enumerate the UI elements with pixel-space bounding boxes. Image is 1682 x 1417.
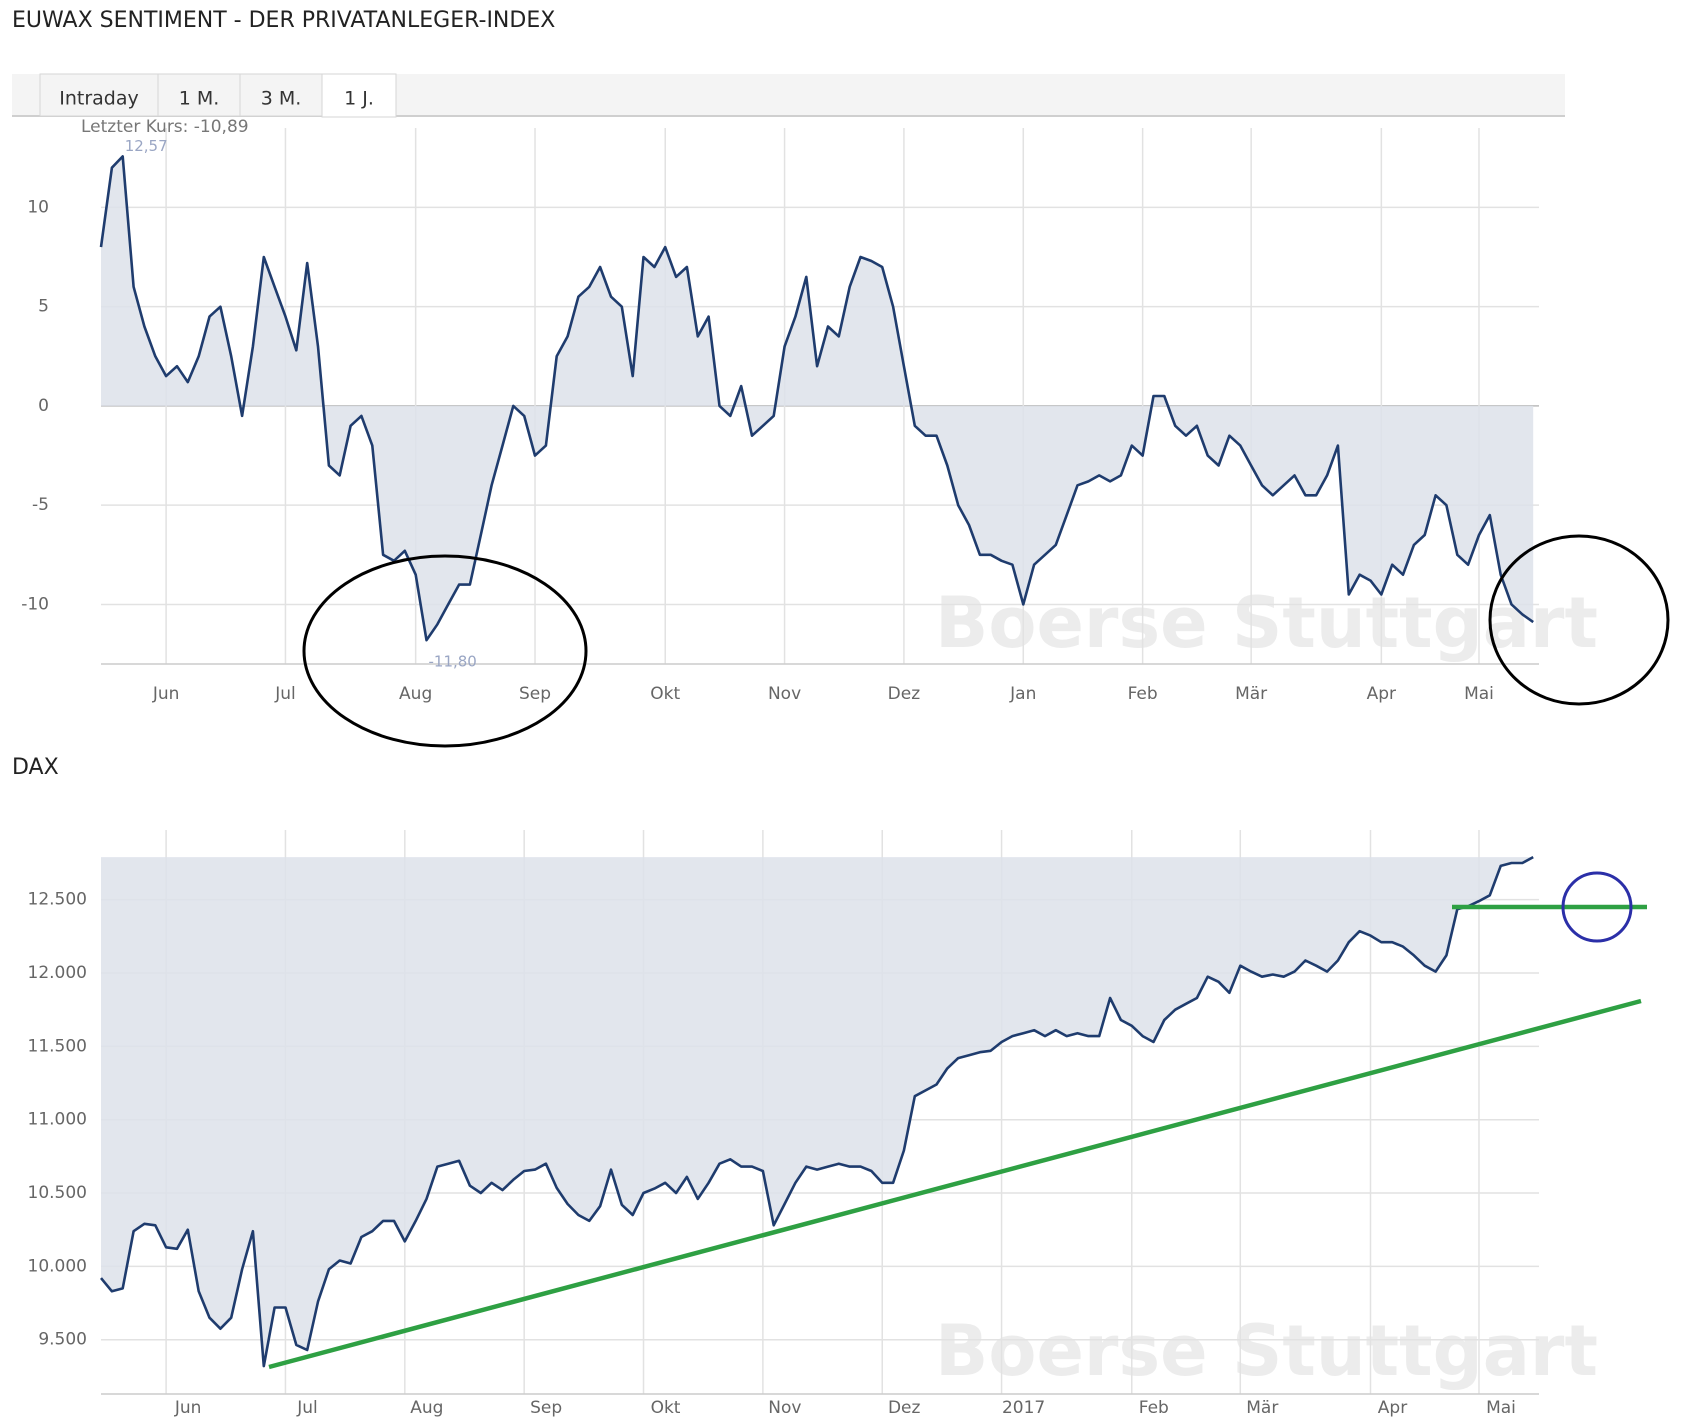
tab-label[interactable]: Intraday <box>59 88 139 110</box>
x-tick-label: Sep <box>519 684 551 704</box>
tab-label[interactable]: 3 M. <box>261 88 302 110</box>
y-tick-label: 10.000 <box>28 1256 87 1276</box>
x-tick-label: Okt <box>650 684 680 704</box>
x-tick-label: Jul <box>274 684 296 704</box>
y-tick-label: 12.000 <box>28 963 87 983</box>
x-tick-label: Feb <box>1128 684 1158 704</box>
area <box>101 156 1534 641</box>
y-tick-label: 0 <box>38 396 49 416</box>
y-tick-label: 11.500 <box>28 1036 87 1056</box>
highlight-ellipse <box>1488 534 1670 706</box>
highlight-circle <box>1561 871 1633 943</box>
chart: Boerse Stuttgart 9.500 10.000 10.500 11.000 1… <box>28 830 1598 1417</box>
tab-label[interactable]: 1 J. <box>344 88 374 110</box>
y-tick-label: -10 <box>21 594 49 614</box>
x-tick-label: Jun <box>152 684 180 704</box>
watermark: Boerse Stuttgart <box>935 1310 1598 1392</box>
chart: Boerse Stuttgart -10 -5 0 5 10 Jun Jul Aug Sep Okt… <box>21 117 1598 704</box>
trend-line <box>268 998 1642 1370</box>
x-tick-label: Jan <box>1009 684 1036 704</box>
y-tick-label: 11.000 <box>28 1110 87 1130</box>
x-tick-label: Jun <box>174 1398 202 1417</box>
last-price: Letzter Kurs: -10,89 <box>81 117 249 137</box>
line <box>99 155 1534 642</box>
max-label: 12,57 <box>125 137 168 155</box>
x-tick-label: Mär <box>1246 1398 1278 1417</box>
x-tick-label: Dez <box>888 1398 921 1417</box>
y-tick-label: 5 <box>38 297 49 317</box>
tab[interactable] <box>239 73 323 117</box>
x-tick-label: Nov <box>768 684 801 704</box>
x-tick-label: Jul <box>296 1398 318 1417</box>
x-tick-label: Feb <box>1139 1398 1169 1417</box>
x-tick-label: 2017 <box>1002 1398 1045 1417</box>
annotations <box>268 534 1670 1370</box>
tab[interactable] <box>39 73 159 117</box>
area <box>101 857 1534 1367</box>
tab[interactable] <box>157 73 241 117</box>
chart-title: EUWAX SENTIMENT - DER PRIVATANLEGER-INDE… <box>12 8 555 33</box>
x-tick-label: Dez <box>888 684 921 704</box>
x-tick-label: Mär <box>1235 684 1267 704</box>
y-tick-label: -5 <box>32 495 49 515</box>
line <box>99 855 1534 1368</box>
y-tick-label: 12.500 <box>28 890 87 910</box>
chart-title: DAX <box>12 755 59 780</box>
y-tick-label: 10 <box>27 197 49 217</box>
x-tick-label: Nov <box>768 1398 801 1417</box>
x-tick-label: Mai <box>1486 1398 1516 1417</box>
x-tick-label: Okt <box>651 1398 681 1417</box>
min-label: -11,80 <box>429 653 477 671</box>
x-tick-label: Mai <box>1464 684 1494 704</box>
y-tick-label: 10.500 <box>28 1183 87 1203</box>
x-tick-label: Sep <box>530 1398 562 1417</box>
tab[interactable] <box>321 73 397 118</box>
x-tick-label: Apr <box>1378 1398 1407 1417</box>
x-tick-label: Aug <box>399 684 432 704</box>
tab-label[interactable]: 1 M. <box>179 88 220 110</box>
watermark: Boerse Stuttgart <box>935 582 1598 664</box>
x-tick-label: Apr <box>1367 684 1396 704</box>
highlight-ellipse <box>302 554 588 748</box>
y-tick-label: 9.500 <box>38 1330 87 1350</box>
x-tick-label: Aug <box>410 1398 443 1417</box>
